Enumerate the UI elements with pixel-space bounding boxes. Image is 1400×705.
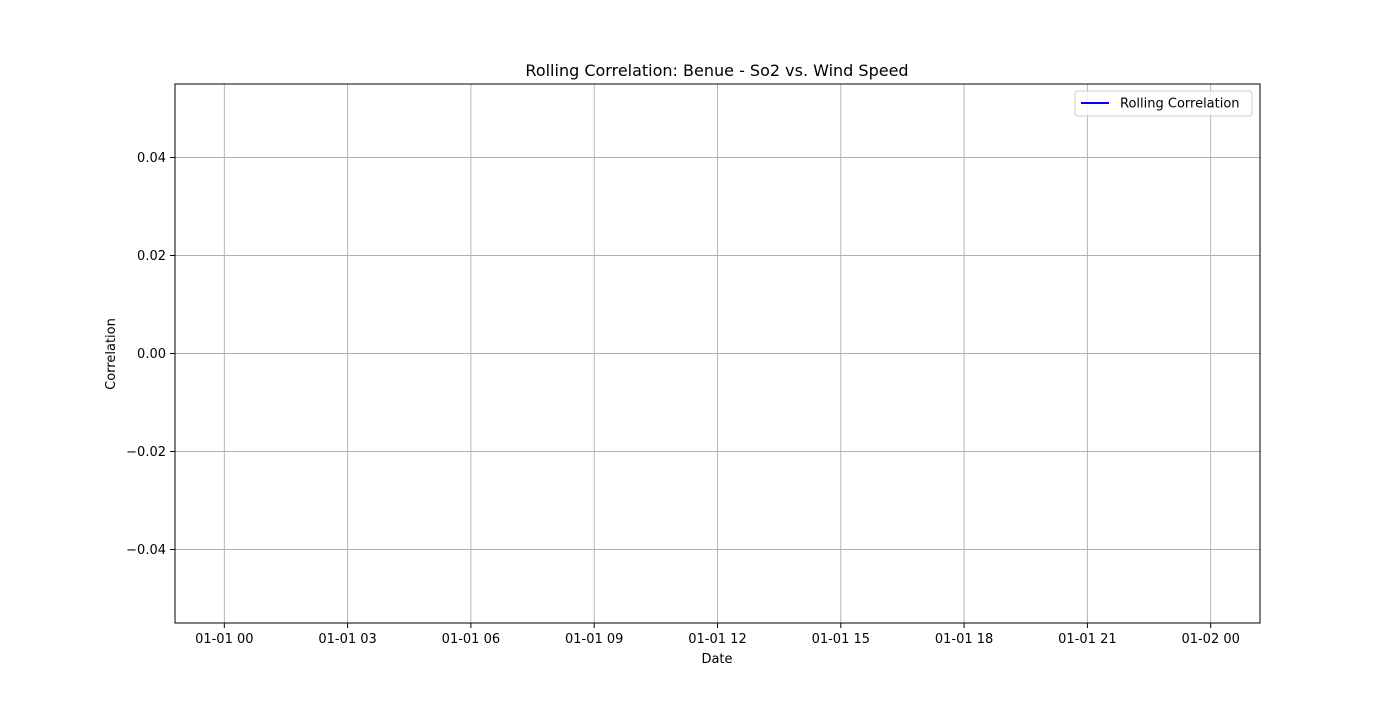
x-tick-label: 01-01 00 <box>195 632 253 647</box>
y-tick-label: −0.02 <box>126 445 166 460</box>
x-tick-label: 01-01 21 <box>1058 632 1116 647</box>
x-tick-label: 01-01 12 <box>688 632 746 647</box>
y-tick-label: 0.00 <box>137 347 166 362</box>
y-tick-label: −0.04 <box>126 543 166 558</box>
legend-box <box>1074 90 1253 117</box>
x-tick-label: 01-01 09 <box>565 632 623 647</box>
x-tick-label: 01-01 15 <box>812 632 870 647</box>
chart-title: Rolling Correlation: Benue - So2 vs. Win… <box>525 61 908 80</box>
x-tick-label: 01-01 18 <box>935 632 993 647</box>
x-axis: 01-01 00 01-01 03 01-01 06 01-01 09 01-01 12… <box>195 623 1240 647</box>
y-axis: 0.04 0.02 0.00 −0.02 −0.04 <box>126 151 175 558</box>
y-tick-label: 0.02 <box>137 249 166 264</box>
grid <box>175 84 1260 623</box>
legend: Rolling Correlation <box>1074 90 1253 117</box>
x-tick-label: 01-02 00 <box>1181 632 1239 647</box>
x-tick-label: 01-01 03 <box>318 632 376 647</box>
x-tick-label: 01-01 06 <box>442 632 500 647</box>
legend-label-rolling-correlation: Rolling Correlation <box>1120 97 1240 112</box>
y-tick-label: 0.04 <box>137 151 166 166</box>
x-axis-label: Date <box>701 652 732 667</box>
y-axis-label: Correlation <box>104 318 119 390</box>
